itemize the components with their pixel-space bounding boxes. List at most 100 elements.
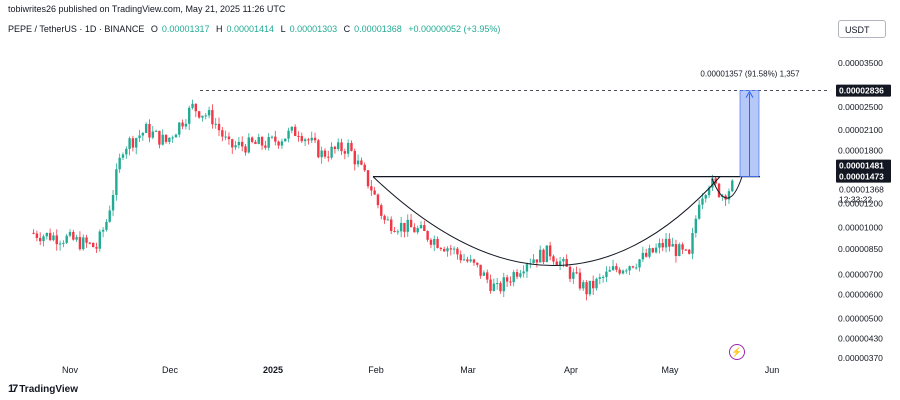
neckline-top-price-label-box bbox=[836, 159, 891, 172]
candle-body bbox=[58, 243, 62, 245]
candle-body bbox=[125, 148, 128, 155]
candles-group bbox=[32, 99, 734, 301]
candle-body bbox=[121, 154, 125, 158]
candle-body bbox=[264, 145, 267, 148]
candle-body bbox=[91, 242, 95, 248]
candle-body bbox=[469, 259, 472, 262]
candle-body bbox=[641, 252, 645, 260]
candle-body bbox=[88, 242, 92, 244]
candle-body bbox=[499, 283, 502, 292]
candle-body bbox=[456, 248, 459, 255]
candle-body bbox=[293, 126, 297, 136]
candle-body bbox=[396, 231, 400, 233]
candle-body bbox=[178, 122, 181, 135]
candle-body bbox=[615, 266, 618, 270]
candle-body bbox=[572, 272, 575, 279]
candle-body bbox=[562, 258, 565, 262]
y-tick-label: 0.00003500 bbox=[838, 58, 883, 68]
candle-body bbox=[598, 277, 602, 279]
candle-body bbox=[237, 141, 241, 146]
lightning-icon[interactable]: ⚡ bbox=[729, 344, 745, 360]
candle-body bbox=[661, 242, 664, 248]
candle-body bbox=[433, 238, 436, 245]
tradingview-logo-icon: 17 bbox=[8, 383, 18, 395]
x-tick-label: May bbox=[661, 365, 679, 375]
y-tick-label: 0.00002100 bbox=[838, 125, 883, 135]
candle-body bbox=[343, 151, 347, 154]
candle-body bbox=[489, 279, 492, 291]
candle-body bbox=[108, 210, 111, 222]
candle-body bbox=[98, 231, 102, 249]
x-tick-label: Mar bbox=[460, 365, 476, 375]
candle-body bbox=[277, 141, 280, 146]
candle-body bbox=[260, 137, 264, 146]
close-label: C bbox=[343, 24, 351, 34]
candle-body bbox=[380, 205, 383, 216]
candle-body bbox=[386, 219, 390, 221]
candle-body bbox=[462, 259, 466, 261]
candle-body bbox=[72, 231, 75, 240]
candle-body bbox=[588, 280, 592, 295]
x-tick-label: Apr bbox=[564, 365, 578, 375]
currency-selector[interactable]: USDT bbox=[838, 20, 886, 38]
candle-body bbox=[539, 249, 542, 263]
y-tick-label: 0.00000700 bbox=[838, 269, 883, 279]
candle-body bbox=[65, 235, 68, 243]
candle-body bbox=[555, 261, 558, 266]
y-tick-label: 0.00000370 bbox=[838, 353, 883, 363]
candle-body bbox=[217, 123, 221, 131]
candle-body bbox=[651, 248, 654, 253]
candle-body bbox=[191, 103, 194, 108]
neckline-price-label: 0.00001473 bbox=[839, 172, 884, 182]
tradingview-branding[interactable]: 17 TradingView bbox=[8, 383, 78, 395]
candle-body bbox=[303, 139, 307, 142]
candle-body bbox=[707, 187, 711, 196]
candle-body bbox=[608, 270, 611, 272]
candle-body bbox=[495, 283, 499, 285]
candle-body bbox=[575, 272, 578, 274]
candle-body bbox=[466, 259, 469, 262]
candle-body bbox=[38, 237, 42, 242]
candle-body bbox=[674, 244, 678, 257]
candle-body bbox=[254, 141, 257, 144]
candle-body bbox=[75, 237, 78, 240]
y-tick-label: 0.00001200 bbox=[838, 199, 883, 209]
symbol-name[interactable]: PEPE / TetherUS · 1D · BINANCE bbox=[8, 24, 145, 34]
candle-body bbox=[290, 126, 294, 131]
candle-body bbox=[148, 123, 151, 138]
candle-body bbox=[512, 272, 515, 283]
candle-body bbox=[389, 219, 393, 231]
candle-body bbox=[267, 136, 270, 148]
candle-body bbox=[628, 266, 631, 271]
candle-body bbox=[171, 137, 174, 139]
last-price-label: 0.00001368 bbox=[839, 184, 884, 194]
candle-body bbox=[697, 204, 701, 219]
candle-body bbox=[452, 248, 456, 250]
candle-body bbox=[158, 130, 161, 145]
candle-body bbox=[111, 194, 115, 211]
candle-body bbox=[197, 111, 201, 118]
candle-body bbox=[105, 221, 108, 230]
candle-body bbox=[284, 138, 287, 142]
candle-body bbox=[621, 270, 625, 274]
candle-body bbox=[426, 231, 429, 240]
candle-body bbox=[403, 222, 406, 232]
candle-body bbox=[618, 269, 621, 274]
candle-body bbox=[52, 235, 55, 241]
candle-body bbox=[270, 136, 274, 138]
candle-body bbox=[224, 136, 227, 138]
candle-body bbox=[330, 146, 333, 158]
candle-body bbox=[436, 238, 439, 248]
countdown-label: 12:33:22 bbox=[839, 194, 872, 204]
candle-body bbox=[638, 259, 641, 268]
candle-body bbox=[131, 138, 135, 148]
candle-body bbox=[459, 254, 462, 261]
candle-body bbox=[664, 238, 668, 248]
y-tick-label: 0.00001800 bbox=[838, 145, 883, 155]
candle-body bbox=[154, 130, 158, 132]
y-tick-label: 0.00000500 bbox=[838, 313, 883, 323]
candle-body bbox=[472, 259, 476, 263]
y-tick-label: 0.00000600 bbox=[838, 290, 883, 300]
brand-name: TradingView bbox=[19, 383, 78, 395]
